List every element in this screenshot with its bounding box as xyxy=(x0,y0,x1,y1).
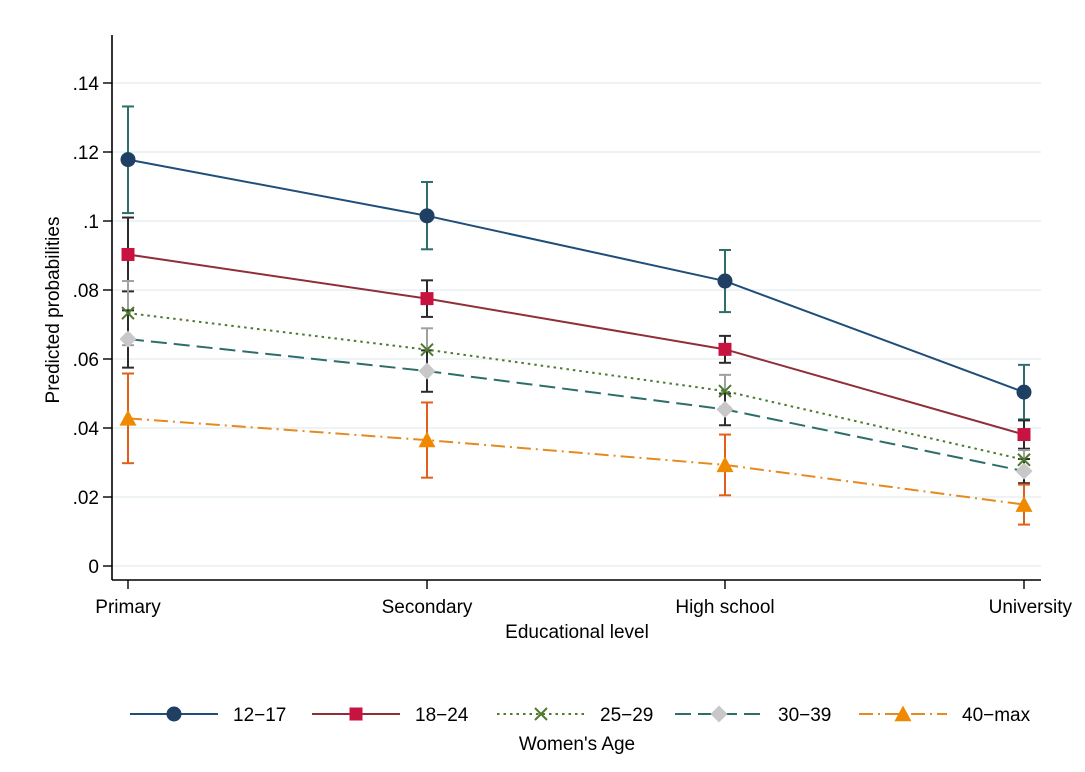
x-tick-label: High school xyxy=(675,597,774,618)
data-point xyxy=(418,362,436,380)
data-point xyxy=(716,456,734,473)
legend-item: 30−39 xyxy=(675,705,831,726)
legend-item: 18−24 xyxy=(312,705,469,726)
y-ticks: 0 .02 .04 .06 .08 .1 .12 .14 xyxy=(73,74,112,578)
series-2 xyxy=(121,247,1031,442)
legend-item: 40−max xyxy=(859,705,1031,726)
legend-items: 12−17 18−24 25−29 30−39 40−max xyxy=(130,705,1031,726)
y-tick-label: .12 xyxy=(73,143,99,164)
y-tick-label: .04 xyxy=(73,419,100,440)
series xyxy=(119,105,1033,526)
series-4 xyxy=(119,330,1033,480)
x-tick-label: Secondary xyxy=(382,597,473,618)
legend: 12−17 18−24 25−29 30−39 40−max Women's Age xyxy=(130,705,1031,755)
x-axis-title: Educational level xyxy=(505,622,649,643)
legend-label: 18−24 xyxy=(415,705,469,726)
data-point xyxy=(418,431,436,448)
legend-marker xyxy=(710,705,728,723)
series-line xyxy=(127,337,1025,473)
series-5 xyxy=(119,409,1033,512)
legend-label: 12−17 xyxy=(233,705,286,726)
data-point xyxy=(1017,453,1031,467)
data-point xyxy=(1015,462,1033,480)
data-point xyxy=(420,292,434,306)
data-point xyxy=(419,208,435,224)
legend-marker xyxy=(534,707,548,721)
data-point xyxy=(1016,384,1032,400)
error-bars xyxy=(122,105,1030,421)
axes xyxy=(111,35,1041,581)
series-line xyxy=(127,417,1025,506)
data-point xyxy=(121,306,135,320)
y-axis-title: Predicted probabilities xyxy=(43,217,64,404)
y-tick-label: .08 xyxy=(73,281,99,302)
data-point xyxy=(119,330,137,348)
series-line xyxy=(127,158,1025,394)
series-line xyxy=(127,312,1025,461)
series-3 xyxy=(121,306,1031,467)
legend-marker xyxy=(166,706,182,722)
legend-marker xyxy=(894,705,912,722)
series-1 xyxy=(120,152,1032,400)
legend-item: 12−17 xyxy=(130,705,286,726)
data-point xyxy=(1015,496,1033,512)
y-tick-label: .02 xyxy=(73,488,99,509)
legend-marker xyxy=(349,707,363,721)
series-line xyxy=(127,253,1025,436)
legend-label: 30−39 xyxy=(778,705,831,726)
x-tick-label: Primary xyxy=(95,597,161,618)
data-point xyxy=(420,342,434,357)
legend-label: 25−29 xyxy=(600,705,653,726)
data-point xyxy=(119,409,137,426)
legend-title: Women's Age xyxy=(519,734,635,755)
y-tick-label: 0 xyxy=(88,557,99,578)
y-tick-label: .14 xyxy=(73,74,100,95)
y-tick-label: .1 xyxy=(83,212,99,233)
legend-label: 40−max xyxy=(962,705,1031,726)
y-tick-label: .06 xyxy=(73,350,99,371)
data-point xyxy=(120,152,136,168)
legend-item: 25−29 xyxy=(497,705,653,726)
data-point xyxy=(1017,428,1031,442)
data-point xyxy=(718,342,732,356)
x-tick-label: University xyxy=(989,597,1073,618)
data-point xyxy=(716,400,734,418)
data-point xyxy=(717,273,733,289)
data-point xyxy=(718,384,732,398)
x-ticks: Primary Secondary High school University xyxy=(95,580,1072,618)
data-point xyxy=(121,247,135,261)
